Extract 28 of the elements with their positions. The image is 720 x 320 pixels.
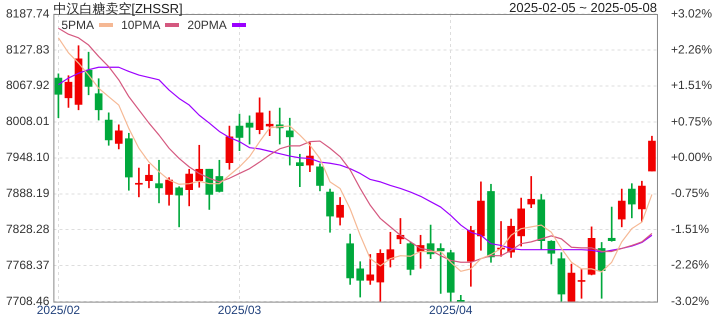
y-tick-label: 8187.74 xyxy=(6,6,50,20)
y-tick-label: 7828.28 xyxy=(6,222,50,236)
y2-tick-label: +0.75% xyxy=(670,114,712,128)
y2-tick-label: -2.26% xyxy=(670,258,710,272)
legend-label: 20PMA xyxy=(187,18,227,32)
y2-tick-label: -0.75% xyxy=(670,186,710,200)
y2-tick-label: +0.00% xyxy=(670,150,712,164)
x-tick-label: 2025/03 xyxy=(218,303,262,318)
x-tick-label: 2025/04 xyxy=(429,303,473,318)
y-tick-label: 7888.19 xyxy=(6,186,50,200)
y-tick-label: 7768.37 xyxy=(6,258,50,272)
y-tick-label: 8008.01 xyxy=(6,114,50,128)
y2-tick-label: +3.02% xyxy=(670,6,712,20)
y2-tick-label: +2.26% xyxy=(670,42,712,56)
y-tick-label: 7948.10 xyxy=(6,150,50,164)
candlestick xyxy=(145,164,153,188)
y-tick-label: 8127.83 xyxy=(6,42,50,56)
chart-subtitle: 2025-02-05 ~ 2025-05-08 xyxy=(509,0,657,15)
candlestick xyxy=(246,116,254,144)
candlestick xyxy=(578,268,586,299)
candlestick xyxy=(155,160,163,204)
y2-tick-label: -3.02% xyxy=(670,294,710,308)
legend-label: 5PMA xyxy=(61,18,94,32)
y2-tick-label: -1.51% xyxy=(670,222,710,236)
chart-title: 中汉白糖卖空[ZHSSR] xyxy=(53,0,183,18)
y2-tick-label: +1.51% xyxy=(670,78,712,92)
y-tick-label: 8067.92 xyxy=(6,78,50,92)
legend-label: 10PMA xyxy=(121,18,160,32)
